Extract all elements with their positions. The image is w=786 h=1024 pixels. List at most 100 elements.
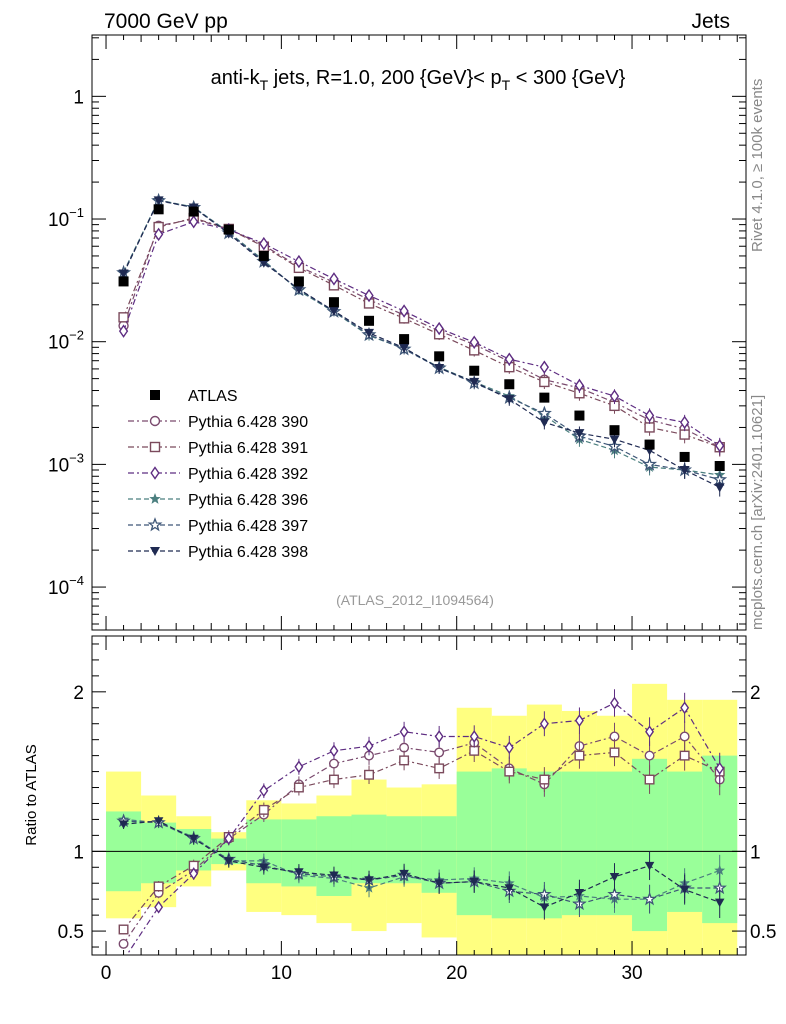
y-tick-label: 1: [73, 87, 84, 108]
legend: ATLAS Pythia 6.428 390 Pythia 6.428 391 Pyt…: [128, 388, 308, 561]
atlas-point: [679, 451, 690, 462]
data-point: [434, 364, 445, 374]
data-point: [153, 227, 164, 242]
ratio-point: [539, 717, 549, 731]
ratio-point: [642, 891, 657, 906]
legend-label: Pythia 6.428 396: [188, 492, 308, 509]
chart-title: anti-kT jets, R=1.0, 200 {GeV}< pT < 300…: [211, 67, 626, 93]
y-tick-label: 10−1: [48, 205, 84, 231]
atlas-point: [118, 276, 129, 287]
ratio-point: [714, 864, 726, 876]
atlas-point: [469, 365, 480, 376]
y-tick-label: 10−4: [48, 573, 84, 599]
ratio-point: [644, 750, 655, 761]
ratio-point: [469, 730, 479, 743]
title-part-1: anti-k: [211, 67, 261, 89]
series-line: [123, 218, 720, 448]
atlas-point: [644, 439, 655, 450]
title-part-2: jets, R=1.0, 200 {GeV}< p: [268, 67, 502, 89]
ratio-line: [123, 820, 720, 905]
series-line: [123, 217, 720, 448]
data-point: [328, 306, 339, 316]
data-point: [679, 465, 690, 475]
data-point: [118, 269, 129, 279]
series-line: [123, 199, 720, 476]
atlas-point: [609, 425, 620, 436]
y-tick-label: 10−2: [48, 328, 84, 354]
ratio-point: [574, 714, 584, 727]
ratio-point: [679, 750, 690, 761]
legend-label: Pythia 6.428 392: [188, 466, 308, 483]
data-point: [399, 343, 410, 353]
x-tick-label: 10: [271, 963, 292, 984]
atlas-point: [504, 379, 515, 390]
legend-marker: [150, 547, 160, 556]
x-tick-label: 30: [621, 963, 642, 984]
ratio-point: [118, 820, 129, 829]
data-point: [259, 236, 269, 251]
ratio-point: [715, 761, 725, 775]
y-tick-base: 10: [48, 333, 69, 354]
ratio-point: [259, 784, 269, 798]
ratio-line: [123, 750, 720, 930]
data-point: [294, 254, 304, 269]
ratio-point: [399, 755, 410, 766]
ratio-line: [123, 735, 721, 945]
data-point: [539, 376, 550, 388]
legend-label: Pythia 6.428 398: [188, 544, 308, 561]
ratio-point: [714, 898, 725, 908]
ratio-point: [329, 871, 339, 880]
ratio-point: [469, 877, 479, 887]
ratio-point: [539, 774, 550, 785]
ratio-point: [539, 903, 550, 912]
data-point: [329, 272, 339, 286]
title-part-3: < 300 {GeV}: [510, 67, 625, 89]
side-label-mcplots: mcplots.cern.ch [arXiv:2401.10621]: [749, 395, 766, 630]
legend-marker: [150, 390, 160, 400]
legend-marker: [149, 493, 161, 504]
data-point: [118, 324, 129, 338]
data-point: [399, 304, 409, 318]
ratio-point: [469, 745, 480, 756]
atlas-point: [153, 204, 164, 215]
ratio-point: [293, 782, 304, 793]
ratio-point: [574, 888, 585, 898]
atlas-point: [258, 250, 269, 261]
data-point: [504, 352, 514, 366]
y-tick-base: 10: [48, 578, 69, 599]
data-point: [469, 377, 480, 387]
data-point: [644, 422, 655, 433]
ratio-point: [294, 868, 304, 877]
ratio-point: [118, 924, 129, 935]
y-tick-exponent: −2: [69, 328, 84, 343]
y-tick-exponent: −3: [69, 450, 84, 465]
atlas-point: [714, 461, 725, 472]
legend-marker: [149, 415, 161, 427]
atlas-point: [223, 224, 234, 235]
data-point: [644, 408, 655, 423]
y-tick-base: 10: [48, 210, 69, 231]
ratio-ylabel: Ratio to ATLAS: [23, 744, 40, 845]
legend-marker: [149, 441, 161, 453]
legend-label: Pythia 6.428 391: [188, 440, 308, 457]
ratio-y-tick-label: 1: [73, 842, 84, 863]
data-point: [258, 258, 269, 268]
ratio-point: [294, 760, 304, 774]
ratio-point: [644, 774, 655, 785]
ratio-point: [364, 769, 375, 780]
legend-label: Pythia 6.428 390: [188, 414, 308, 431]
ratio-frame: [91, 635, 747, 956]
ratio-line: [123, 820, 720, 908]
atlas-point: [328, 297, 339, 308]
ratio-y-tick-label: 2: [73, 683, 84, 704]
ratio-point: [224, 832, 234, 846]
ratio-point: [645, 725, 655, 739]
ratio-point: [118, 938, 129, 949]
ratio-y-tick-label: 0.5: [58, 922, 84, 943]
main-frame: [91, 34, 747, 631]
ratio-point: [574, 750, 585, 761]
ratio-point: [154, 900, 164, 914]
ratio-point: [679, 885, 690, 895]
data-point: [609, 435, 620, 445]
